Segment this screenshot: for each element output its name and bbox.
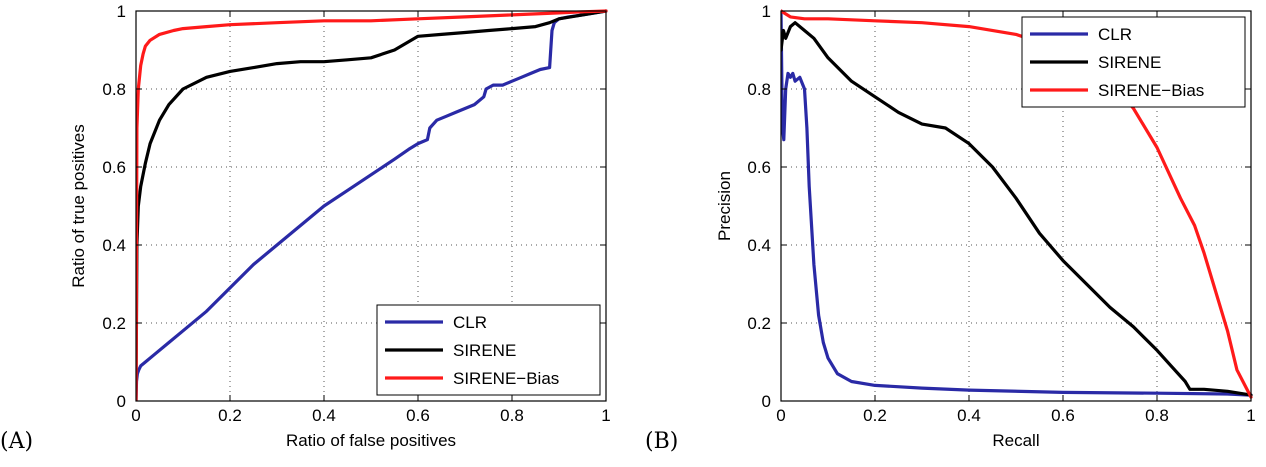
series-line-clr [136,9,608,401]
panel-a: 0 0.2 0.4 0.6 0.8 1 0 0.2 0.4 0.6 0.8 1 Ratio of fal… [0,2,611,454]
y-axis-label: Precision [715,171,734,241]
series-line-clr [781,9,1253,397]
series-group [136,9,608,401]
x-tick-label: 0 [776,406,785,425]
panel-b: 0 0.2 0.4 0.6 0.8 1 0 0.2 0.4 0.6 0.8 1 Recall Precis… [645,2,1256,454]
x-tick-label: 0.8 [500,406,524,425]
x-tick-label: 0.2 [863,406,887,425]
y-axis-label: Ratio of true positives [69,124,88,287]
series-line-sirene [136,9,608,401]
legend-entry: SIRENE−Bias [453,369,559,388]
y-tick-label: 0.6 [747,158,771,177]
x-tick-label: 0.6 [406,406,430,425]
legend-entry: SIRENE [453,341,516,360]
y-tick-label: 0 [117,392,126,411]
y-tick-label: 0.4 [747,236,771,255]
y-tick-label: 1 [117,2,126,21]
x-tick-label: 0 [131,406,140,425]
x-tick-label: 0.4 [312,406,336,425]
legend: CLR SIRENE SIRENE−Bias [376,304,601,396]
x-tick-label: 0.8 [1145,406,1169,425]
x-axis-label: Ratio of false positives [286,431,456,450]
legend-entry: CLR [453,313,487,332]
panel-label: (A) [0,429,33,454]
x-tick-label: 0.6 [1051,406,1075,425]
y-tick-label: 0.6 [102,158,126,177]
x-axis-label: Recall [992,431,1039,450]
x-tick-label: 0.4 [957,406,981,425]
legend-box [376,304,601,396]
legend-entry: SIRENE−Bias [1098,81,1204,100]
y-tick-label: 0.8 [747,80,771,99]
x-tick-label: 1 [1246,406,1255,425]
y-tick-label: 1 [762,2,771,21]
x-tick-label: 0.2 [218,406,242,425]
legend-entry: CLR [1098,25,1132,44]
y-tick-label: 0 [762,392,771,411]
series-line-sirene-bias [136,9,608,401]
plot-frame [780,10,1252,402]
plot-frame [135,10,607,402]
y-tick-label: 0.2 [747,314,771,333]
panel-label: (B) [645,429,678,454]
x-tick-label: 1 [601,406,610,425]
legend-entry: SIRENE [1098,53,1161,72]
series-line-sirene [781,21,1253,397]
y-tick-label: 0.8 [102,80,126,99]
y-tick-label: 0.4 [102,236,126,255]
legend: CLR SIRENE SIRENE−Bias [1021,16,1246,108]
y-tick-label: 0.2 [102,314,126,333]
